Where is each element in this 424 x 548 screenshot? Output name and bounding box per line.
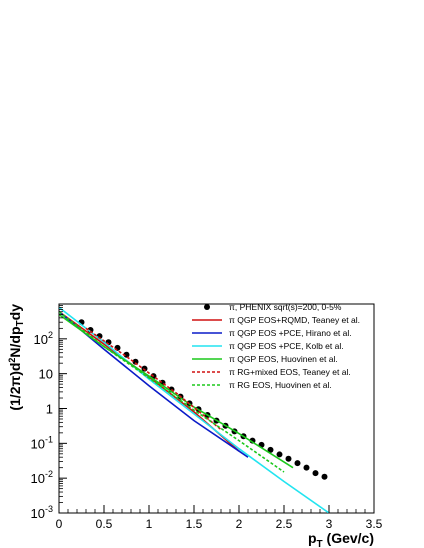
legend-marker	[204, 304, 210, 310]
legend-label: π QGP EOS+RQMD, Teaney et al.	[229, 315, 360, 325]
data-point	[114, 344, 121, 351]
y-tick-label: 10	[39, 367, 53, 382]
legend-label: π QGP EOS +PCE, Hirano et al.	[229, 328, 352, 338]
x-tick-label: 2	[236, 517, 243, 531]
x-tick-label: 0	[56, 517, 63, 531]
series-line-5	[85, 327, 222, 431]
axes-layer: 0 0.5 1 1.5 2 2.5 3 3.5 10-3 10-2 10-1 1 10 102 pT (Ge…	[7, 303, 383, 548]
x-tick-label: 1	[146, 517, 153, 531]
legend-label: π, PHENIX sqrt(s)=200, 0-5%	[229, 302, 342, 312]
x-tick-label: 1.5	[186, 517, 203, 531]
legend-item: π RG+mixed EOS, Teaney et al.	[192, 367, 351, 377]
legend-label: π QGP EOS +PCE, Kolb et al.	[229, 341, 344, 351]
data-point	[303, 464, 310, 471]
series-line-6	[59, 311, 285, 473]
x-tick-label: 3.5	[366, 517, 383, 531]
legend-item: π, PHENIX sqrt(s)=200, 0-5%	[204, 302, 342, 312]
series-line-3	[59, 306, 330, 513]
y-tick-label: 10-3	[31, 504, 53, 521]
legend-item: π QGP EOS, Huovinen et al.	[192, 354, 338, 364]
legend-item: π RG EOS, Huovinen et al.	[192, 380, 332, 390]
data-point	[294, 460, 301, 467]
legend-item: π QGP EOS +PCE, Kolb et al.	[192, 341, 344, 351]
data-point	[312, 470, 319, 477]
x-tick-label: 2.5	[276, 517, 293, 531]
series-layer	[59, 306, 330, 513]
y-tick-label: 102	[34, 330, 53, 347]
legend-item: π QGP EOS +PCE, Hirano et al.	[192, 328, 352, 338]
data-point	[276, 451, 283, 458]
data-point	[267, 446, 274, 453]
legend-item: π QGP EOS+RQMD, Teaney et al.	[192, 315, 360, 325]
legend: π, PHENIX sqrt(s)=200, 0-5% π QGP EOS+RQM…	[192, 302, 360, 390]
y-axis-title: (1/2π)d2N/dpTdy	[7, 304, 26, 411]
x-axis-title: pT (Gev/c)	[308, 530, 374, 548]
x-tick-label: 3	[326, 517, 333, 531]
x-tick-label: 0.5	[96, 517, 113, 531]
y-tick-label: 1	[46, 402, 53, 417]
legend-label: π RG+mixed EOS, Teaney et al.	[229, 367, 351, 377]
y-tick-label: 10-2	[31, 469, 53, 486]
y-tick-label: 10-1	[31, 434, 53, 451]
data-point	[285, 455, 292, 462]
legend-label: π QGP EOS, Huovinen et al.	[229, 354, 338, 364]
data-point	[321, 473, 328, 480]
data-point	[141, 365, 148, 372]
legend-label: π RG EOS, Huovinen et al.	[229, 380, 332, 390]
